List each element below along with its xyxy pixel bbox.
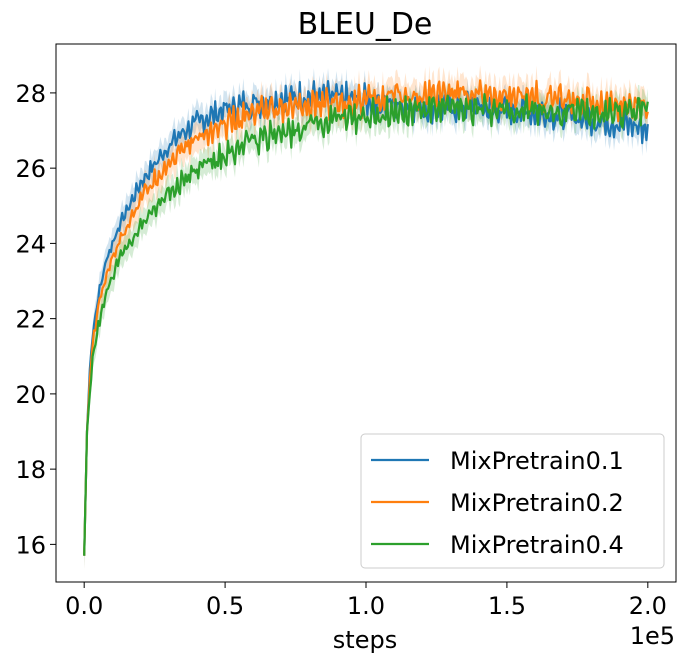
x-tick-label: 0.5 (206, 592, 244, 620)
y-tick-label: 22 (15, 306, 46, 334)
series-line (83, 79, 649, 556)
x-tick-label: 0.0 (65, 592, 103, 620)
legend-label: MixPretrain0.2 (450, 489, 624, 517)
x-axis: 0.0 0.5 1.0 1.5 2.0 (65, 582, 667, 620)
x-tick-label: 1.0 (347, 592, 385, 620)
y-tick-label: 24 (15, 230, 46, 258)
series-lines (83, 79, 649, 556)
y-tick-label: 20 (15, 381, 46, 409)
x-tick-label: 2.0 (629, 592, 667, 620)
x-offset-text: 1e5 (630, 622, 675, 650)
legend-label: MixPretrain0.1 (450, 447, 624, 475)
chart-title: BLEU_De (298, 7, 433, 42)
y-tick-label: 18 (15, 456, 46, 484)
x-axis-label: steps (333, 626, 397, 654)
y-tick-label: 16 (15, 531, 46, 559)
y-tick-label: 26 (15, 155, 46, 183)
legend-box (360, 433, 665, 569)
x-tick-label: 1.5 (488, 592, 526, 620)
legend-label: MixPretrain0.4 (450, 531, 624, 559)
series-line (83, 93, 649, 556)
y-axis: 16 18 20 22 24 26 28 (15, 80, 56, 559)
y-tick-label: 28 (15, 80, 46, 108)
legend: MixPretrain0.1 MixPretrain0.2 MixPretrain0… (360, 433, 665, 569)
